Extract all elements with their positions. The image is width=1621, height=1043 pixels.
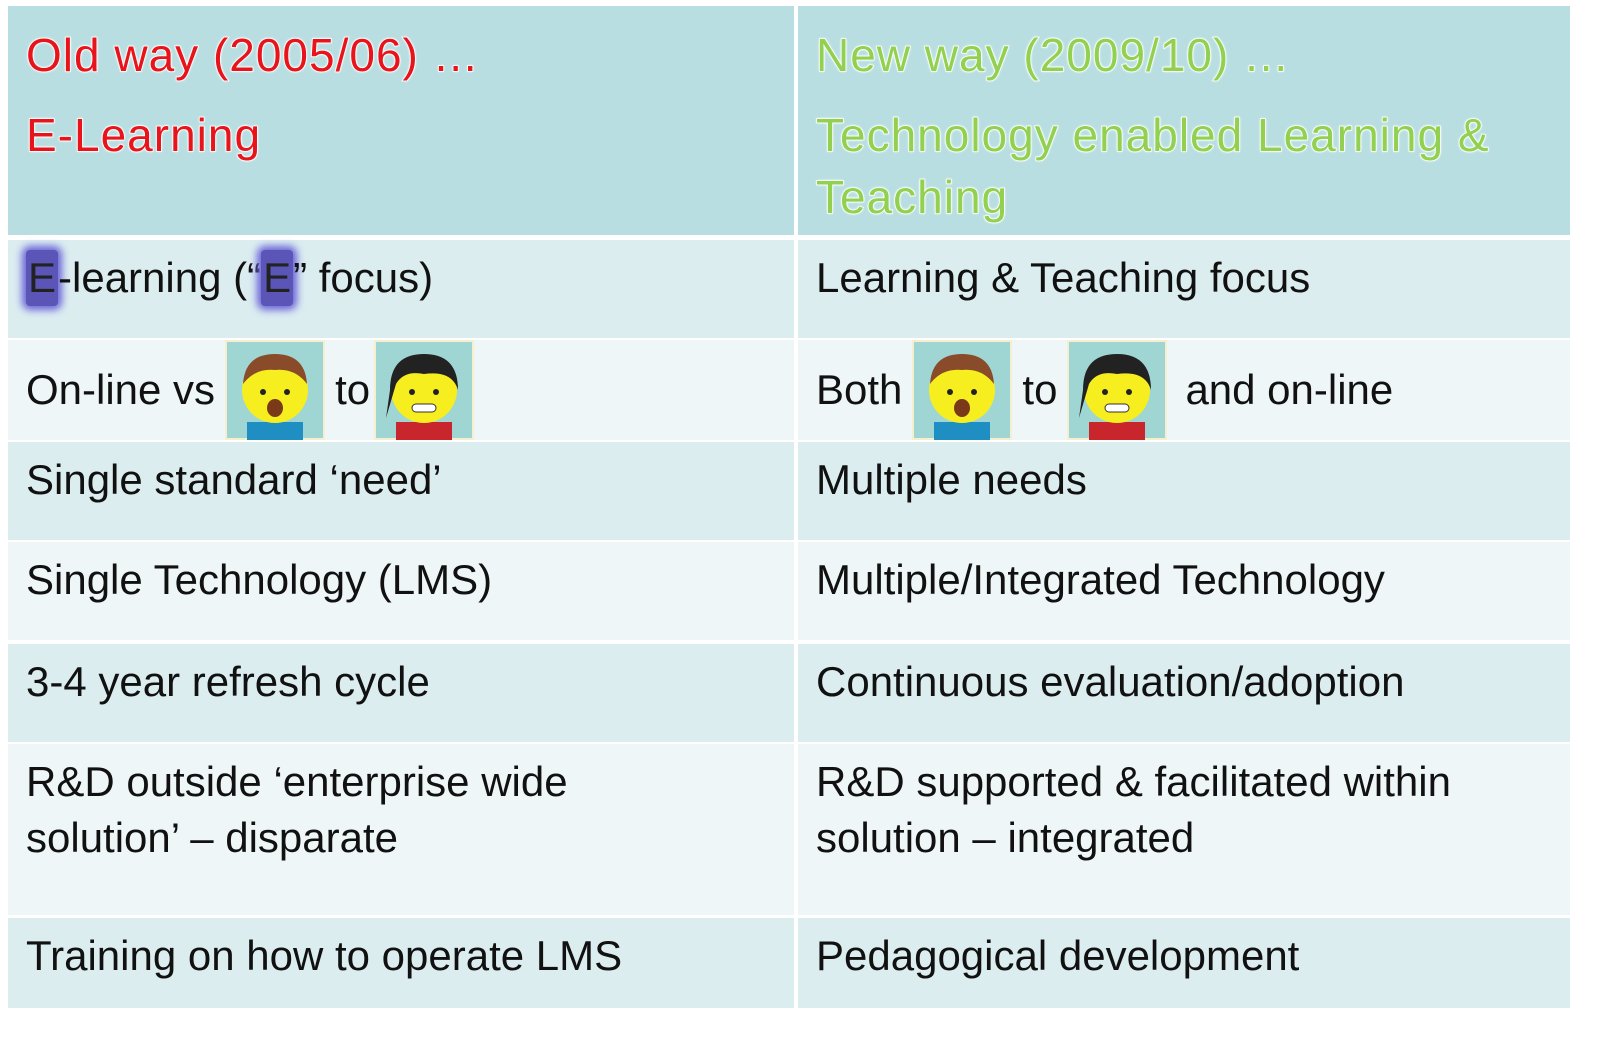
cell: Continuous evaluation/adoption [798, 644, 1570, 742]
header-old: Old way (2005/06) … E-Learning [8, 6, 794, 235]
text: Pedagogical development [816, 932, 1300, 979]
text: Multiple needs [816, 456, 1087, 503]
girl-icon [1067, 340, 1168, 440]
header-subtitle: Technology enabled Learning & Teaching [815, 108, 1490, 224]
text: -learning (“ [58, 254, 262, 301]
girl-icon [374, 340, 475, 440]
header-title: New way (2009/10) … [815, 28, 1291, 82]
text: On-line vs [26, 366, 216, 413]
text: Learning & Teaching focus [816, 254, 1311, 301]
text: to [1022, 366, 1058, 413]
cell: Single standard ‘need’ [8, 442, 794, 540]
text: and on-line [1185, 366, 1394, 413]
cell: Both to and on-line [798, 340, 1570, 440]
cell: On-line vs to [8, 340, 794, 440]
header-new: New way (2009/10) … Technology enabled L… [798, 6, 1570, 235]
cell: Multiple/Integrated Technology [798, 542, 1570, 640]
boy-icon [225, 340, 326, 440]
text: R&D supported & facilitated within solut… [816, 758, 1451, 861]
text: Continuous evaluation/adoption [816, 658, 1405, 705]
cell: R&D supported & facilitated within solut… [798, 744, 1570, 915]
text: to [335, 366, 371, 413]
cell: Learning & Teaching focus [798, 240, 1570, 338]
cell: Training on how to operate LMS [8, 918, 794, 1008]
cell: Multiple needs [798, 442, 1570, 540]
header-subtitle: E-Learning [25, 108, 262, 162]
highlight: E [26, 250, 59, 306]
cell: 3-4 year refresh cycle [8, 644, 794, 742]
header-title: Old way (2005/06) … [25, 28, 480, 82]
text: R&D outside ‘enterprise wide solution’ –… [26, 758, 568, 861]
cell: Pedagogical development [798, 918, 1570, 1008]
text: Multiple/Integrated Technology [816, 556, 1385, 603]
boy-icon [912, 340, 1013, 440]
text: ” focus) [293, 254, 434, 301]
text: Both [816, 366, 903, 413]
cell: E -learning (“ E” focus) [8, 240, 794, 338]
highlight: E [261, 250, 294, 306]
cell: R&D outside ‘enterprise wide solution’ –… [8, 744, 794, 915]
text: Single Technology (LMS) [26, 556, 493, 603]
text: Training on how to operate LMS [26, 932, 623, 979]
cell: Single Technology (LMS) [8, 542, 794, 640]
text: Single standard ‘need’ [26, 456, 442, 503]
text: 3-4 year refresh cycle [26, 658, 430, 705]
